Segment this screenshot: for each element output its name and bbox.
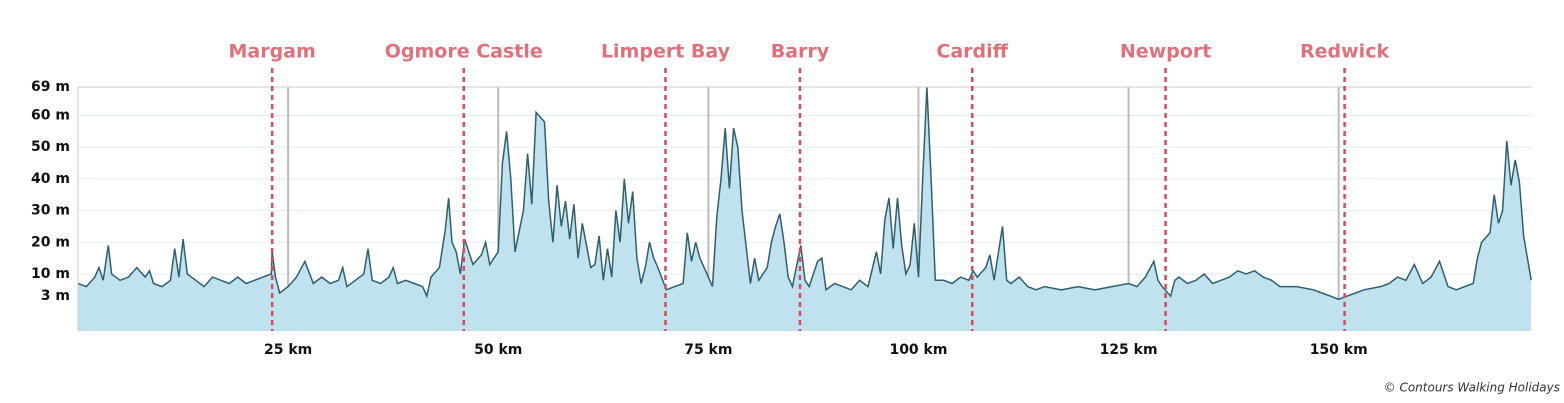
- marker-label: Ogmore Castle: [385, 41, 543, 63]
- x-tick-label: 50 km: [474, 342, 522, 358]
- x-tick-label: 100 km: [889, 342, 947, 358]
- elevation-area: [78, 87, 1532, 331]
- marker-label: Margam: [228, 41, 315, 63]
- x-tick-label: 125 km: [1100, 342, 1158, 358]
- y-tick-label: 60 m: [31, 108, 70, 124]
- x-tick-label: 25 km: [264, 342, 312, 358]
- copyright: © Contours Walking Holidays: [1384, 381, 1560, 395]
- x-tick-label: 75 km: [684, 342, 732, 358]
- marker-label: Barry: [771, 41, 830, 63]
- marker-label: Cardiff: [936, 41, 1008, 63]
- y-tick-label: 69 m: [31, 79, 70, 95]
- y-tick-label: 50 m: [31, 139, 70, 155]
- x-tick-label: 150 km: [1310, 342, 1368, 358]
- y-tick-label: 3 m: [41, 288, 70, 304]
- elevation-line: [77, 86, 1532, 301]
- y-tick-label: 10 m: [31, 266, 70, 282]
- y-tick-label: 20 m: [31, 234, 70, 250]
- marker-label: Limpert Bay: [601, 41, 731, 63]
- y-tick-label: 40 m: [31, 171, 70, 187]
- marker-label: Redwick: [1300, 41, 1389, 63]
- marker-label: Newport: [1120, 41, 1211, 63]
- y-tick-label: 30 m: [31, 203, 70, 219]
